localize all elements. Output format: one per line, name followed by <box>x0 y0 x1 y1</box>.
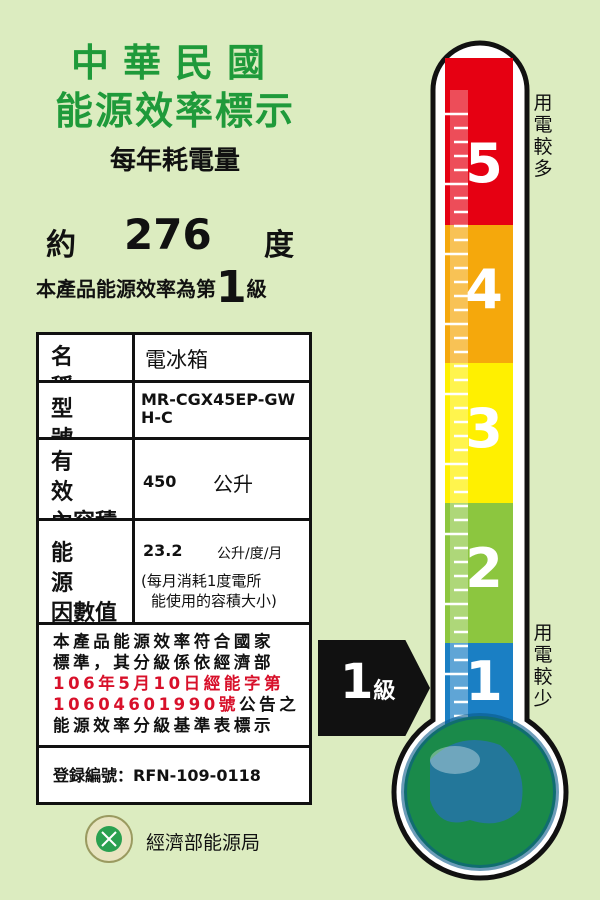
standard-statement: 本產品能源效率符合國家 標準，其分級係依經濟部 106年5月10日經能字第 10… <box>39 625 309 745</box>
level-2-segment <box>445 503 513 643</box>
name-value: 電冰箱 <box>145 348 208 372</box>
statement-line: 106年5月10日經能字第 <box>53 674 285 693</box>
factor-note-1: (每月消耗1度電所 <box>141 572 262 590</box>
consumption-value: 276 <box>124 210 212 259</box>
info-table: 名 稱 電冰箱 型 號 MR-CGX45EP-GWH-C 有 效內容積 450公… <box>36 332 312 805</box>
arrow-suffix: 級 <box>373 679 396 704</box>
capacity-label-1: 有 效 <box>51 450 116 505</box>
bureau-of-energy-logo <box>85 815 133 863</box>
grade-arrow: 1級 <box>318 640 430 736</box>
factor-note-2: 能使用的容積大小) <box>151 592 277 610</box>
factor-label-2: 因數值 <box>51 601 118 626</box>
factor-value: 23.2 <box>143 541 183 560</box>
statement-line: 10604601990號 <box>53 695 239 714</box>
statement-line: 公告之 <box>239 695 300 714</box>
agency-name: 經濟部能源局 <box>146 832 261 854</box>
statement-line: 標準，其分級係依經濟部 <box>53 653 275 672</box>
statement-line: 能源效率分級基準表標示 <box>53 716 275 735</box>
registration-number: 登録編號：RFN-109-0118 <box>53 766 261 785</box>
capacity-unit: 公升 <box>213 472 253 496</box>
consumption-prefix: 約 <box>46 228 76 263</box>
factor-unit: 公升/度/月 <box>217 546 283 562</box>
subtitle: 每年耗電量 <box>109 146 240 176</box>
consumption-unit: 度 <box>264 228 294 263</box>
title-line2: 能源效率標示 <box>54 89 295 133</box>
grade-suffix: 級 <box>246 277 267 301</box>
title-line1: 中華民國 <box>70 41 279 85</box>
factor-label-1: 能 源 <box>51 541 116 596</box>
grade-statement: 本產品能源效率為第1級 <box>36 262 267 313</box>
level-3-label: 3 <box>465 397 503 460</box>
less-power-label: 用電較少 <box>533 622 553 710</box>
level-5-label: 5 <box>465 132 503 195</box>
factor-label: 能 源因數值 <box>39 521 132 647</box>
level-1-label: 1 <box>465 650 503 713</box>
thermometer-scale <box>391 40 569 881</box>
level-2-label: 2 <box>465 537 503 600</box>
model-value: MR-CGX45EP-GWH-C <box>141 390 296 427</box>
more-power-label: 用電較多 <box>533 92 553 180</box>
grade-text: 本產品能源效率為第 <box>36 277 216 301</box>
statement-line: 本產品能源效率符合國家 <box>53 632 275 651</box>
arrow-grade: 1 <box>340 654 374 710</box>
level-4-segment <box>445 225 513 363</box>
level-3-segment <box>445 363 513 503</box>
grade-value: 1 <box>216 262 247 313</box>
level-4-label: 4 <box>465 258 503 321</box>
capacity-value: 450 <box>143 472 177 491</box>
